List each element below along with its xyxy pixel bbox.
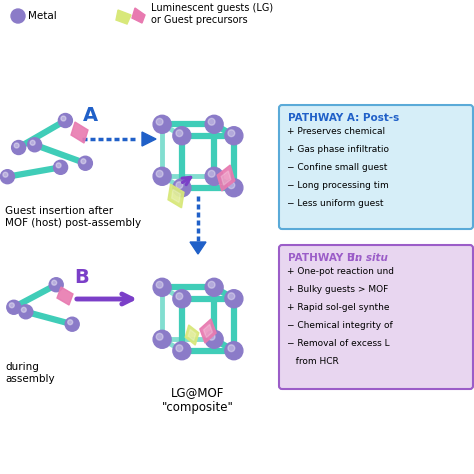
Circle shape bbox=[228, 293, 235, 300]
Circle shape bbox=[176, 130, 183, 137]
Circle shape bbox=[153, 167, 171, 185]
Circle shape bbox=[208, 118, 215, 125]
Text: − Chemical integrity of: − Chemical integrity of bbox=[287, 321, 393, 330]
Circle shape bbox=[11, 9, 25, 23]
Text: A: A bbox=[82, 106, 98, 125]
Circle shape bbox=[208, 170, 215, 177]
Polygon shape bbox=[71, 122, 88, 143]
Circle shape bbox=[12, 140, 26, 155]
FancyArrowPatch shape bbox=[77, 294, 132, 304]
Circle shape bbox=[225, 342, 243, 360]
Circle shape bbox=[7, 300, 21, 314]
Polygon shape bbox=[57, 287, 73, 305]
Polygon shape bbox=[142, 132, 156, 146]
Polygon shape bbox=[217, 165, 235, 191]
Circle shape bbox=[52, 280, 57, 285]
Circle shape bbox=[205, 115, 223, 133]
Circle shape bbox=[156, 118, 163, 125]
Circle shape bbox=[205, 330, 223, 348]
Circle shape bbox=[156, 282, 163, 288]
Polygon shape bbox=[132, 8, 145, 23]
Polygon shape bbox=[200, 319, 216, 343]
Circle shape bbox=[225, 179, 243, 197]
Circle shape bbox=[153, 115, 171, 133]
Circle shape bbox=[78, 156, 92, 170]
Text: PATHWAY A: Post-s: PATHWAY A: Post-s bbox=[288, 113, 399, 123]
Text: − Less uniform guest: − Less uniform guest bbox=[287, 199, 383, 208]
Polygon shape bbox=[116, 10, 131, 24]
Polygon shape bbox=[168, 184, 184, 208]
Text: − Confine small guest: − Confine small guest bbox=[287, 163, 387, 172]
Circle shape bbox=[0, 170, 14, 184]
FancyBboxPatch shape bbox=[279, 245, 473, 389]
Polygon shape bbox=[190, 242, 206, 254]
Circle shape bbox=[228, 345, 235, 352]
Circle shape bbox=[225, 290, 243, 308]
Circle shape bbox=[58, 113, 73, 128]
Circle shape bbox=[27, 138, 42, 152]
Circle shape bbox=[21, 307, 27, 312]
Circle shape bbox=[225, 127, 243, 145]
Polygon shape bbox=[185, 325, 199, 345]
Text: B: B bbox=[74, 268, 90, 287]
Circle shape bbox=[14, 143, 19, 148]
Circle shape bbox=[228, 130, 235, 137]
Circle shape bbox=[208, 282, 215, 288]
Circle shape bbox=[173, 290, 191, 308]
Circle shape bbox=[173, 179, 191, 197]
Text: from HCR: from HCR bbox=[287, 357, 339, 366]
Circle shape bbox=[176, 182, 183, 189]
Circle shape bbox=[176, 345, 183, 352]
Text: + Gas phase infiltratio: + Gas phase infiltratio bbox=[287, 145, 389, 154]
Text: PATHWAY B:: PATHWAY B: bbox=[288, 253, 363, 263]
Text: Luminescent guests (LG)
or Guest precursors: Luminescent guests (LG) or Guest precurs… bbox=[151, 3, 273, 25]
Circle shape bbox=[173, 342, 191, 360]
Circle shape bbox=[208, 333, 215, 340]
Text: In situ: In situ bbox=[351, 253, 388, 263]
Circle shape bbox=[56, 163, 61, 168]
Text: Metal: Metal bbox=[28, 11, 57, 21]
Circle shape bbox=[153, 278, 171, 296]
Text: during
assembly: during assembly bbox=[5, 362, 55, 383]
Polygon shape bbox=[221, 171, 231, 185]
Text: Guest insertion after
MOF (host) post-assembly: Guest insertion after MOF (host) post-as… bbox=[5, 206, 141, 228]
Text: + Preserves chemical: + Preserves chemical bbox=[287, 127, 385, 136]
Circle shape bbox=[19, 305, 33, 319]
FancyArrowPatch shape bbox=[182, 177, 191, 185]
Circle shape bbox=[228, 182, 235, 189]
Circle shape bbox=[3, 172, 8, 177]
Text: + One-pot reaction und: + One-pot reaction und bbox=[287, 267, 394, 276]
Text: LG@MOF
"composite": LG@MOF "composite" bbox=[162, 386, 234, 414]
Circle shape bbox=[61, 116, 66, 121]
Circle shape bbox=[156, 333, 163, 340]
Circle shape bbox=[30, 140, 35, 145]
Circle shape bbox=[65, 317, 79, 331]
Circle shape bbox=[153, 330, 171, 348]
Text: − Long processing tim: − Long processing tim bbox=[287, 181, 389, 190]
Circle shape bbox=[9, 303, 14, 308]
Circle shape bbox=[173, 127, 191, 145]
Polygon shape bbox=[188, 329, 196, 340]
FancyBboxPatch shape bbox=[279, 105, 473, 229]
Circle shape bbox=[49, 278, 63, 292]
Text: − Removal of excess L: − Removal of excess L bbox=[287, 339, 390, 348]
Circle shape bbox=[205, 278, 223, 296]
Circle shape bbox=[205, 167, 223, 185]
Polygon shape bbox=[203, 324, 212, 337]
Circle shape bbox=[176, 293, 183, 300]
Circle shape bbox=[54, 160, 68, 174]
Circle shape bbox=[68, 320, 73, 325]
Text: + Rapid sol-gel synthe: + Rapid sol-gel synthe bbox=[287, 303, 390, 312]
Circle shape bbox=[81, 159, 86, 164]
Text: + Bulky guests > MOF: + Bulky guests > MOF bbox=[287, 285, 388, 294]
Polygon shape bbox=[172, 190, 181, 202]
Circle shape bbox=[156, 170, 163, 177]
